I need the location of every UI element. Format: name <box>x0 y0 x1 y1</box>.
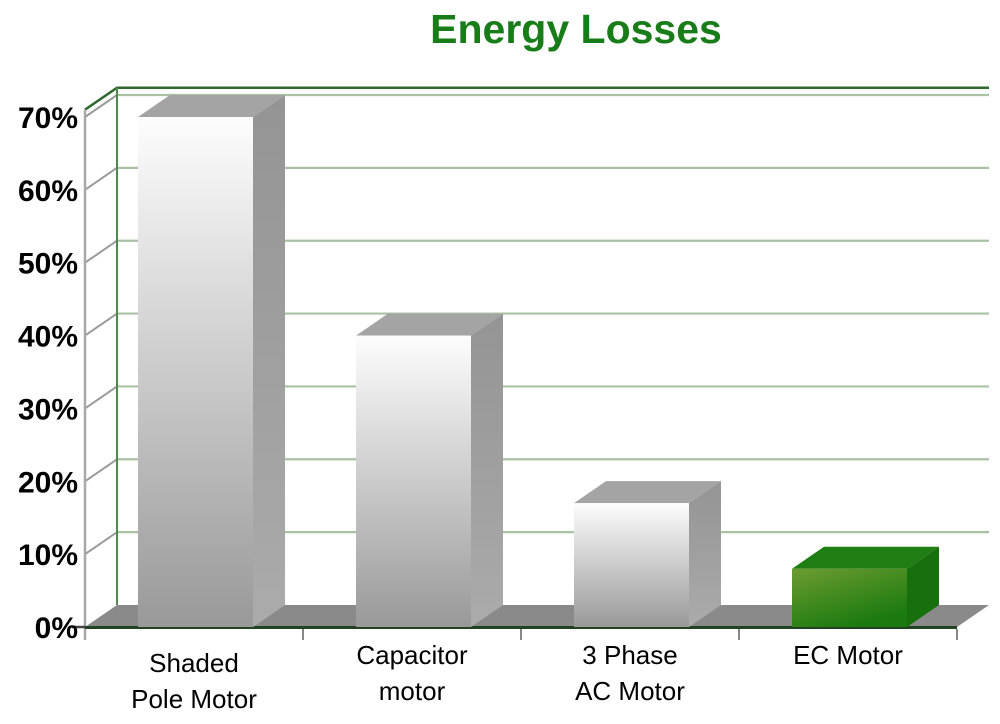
chart-title: Energy Losses <box>430 6 722 52</box>
bar-top-3-phase-ac-motor <box>574 481 721 504</box>
y-tick-label-60: 60% <box>18 175 78 208</box>
x-label-3-phase-ac-motor: 3 Phase AC Motor <box>575 640 685 706</box>
bar-shaded-pole-motor <box>138 117 253 627</box>
bar-side-capacitor-motor <box>471 313 503 627</box>
x-label-ec-motor: EC Motor <box>793 640 903 670</box>
side-wall-gridline-10 <box>84 531 118 555</box>
side-wall-gridline-20 <box>84 458 118 483</box>
y-tick-label-10: 10% <box>18 539 78 572</box>
side-wall-gridline-50 <box>84 239 118 264</box>
side-wall-gridline-60 <box>84 167 118 191</box>
y-tick-label-20: 20% <box>18 466 78 499</box>
bar-capacitor-motor <box>356 335 471 627</box>
bar-3-phase-ac-motor <box>574 503 689 627</box>
bar-side-ec-motor <box>907 546 939 627</box>
bar-ec-motor <box>792 568 907 627</box>
bar-top-shaded-pole-motor <box>138 95 285 117</box>
y-tick-label-0: 0% <box>35 612 78 645</box>
floor-3d <box>85 605 989 627</box>
x-label-capacitor-motor: Capacitor motor <box>356 640 468 706</box>
x-label-shaded-pole-motor: Shaded Pole Motor <box>131 648 257 714</box>
bar-side-3-phase-ac-motor <box>689 481 721 627</box>
bar-top-capacitor-motor <box>356 313 503 336</box>
bar-side-shaded-pole-motor <box>253 95 285 627</box>
y-tick-label-70: 70% <box>18 102 78 135</box>
side-wall-gridline-70 <box>84 94 118 118</box>
y-tick-label-50: 50% <box>18 248 78 281</box>
bar-top-ec-motor <box>792 546 939 569</box>
side-wall-gridline-30 <box>84 385 118 410</box>
y-tick-label-30: 30% <box>18 393 78 426</box>
y-tick-label-40: 40% <box>18 321 78 354</box>
side-wall-gridline-40 <box>84 312 118 337</box>
